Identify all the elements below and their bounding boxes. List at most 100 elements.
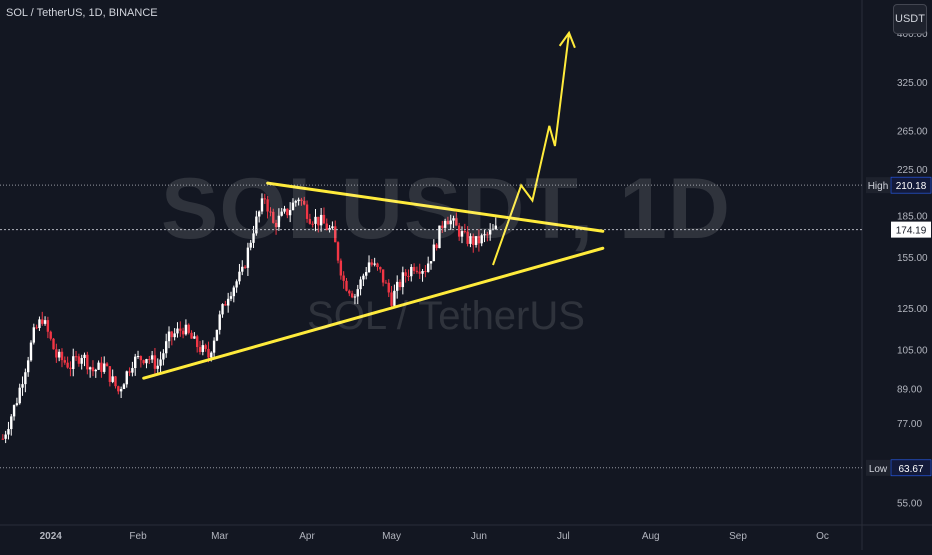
candle-body bbox=[429, 261, 433, 264]
candle bbox=[43, 316, 47, 326]
time-tick-label: Aug bbox=[642, 531, 660, 542]
candle-body bbox=[407, 275, 410, 277]
candle-body bbox=[331, 226, 334, 229]
price-badge-tag bbox=[866, 177, 890, 194]
price-tick-label: 185.00 bbox=[897, 211, 928, 222]
candle-body bbox=[460, 231, 464, 237]
candle-body bbox=[55, 349, 58, 358]
candle bbox=[311, 221, 314, 228]
candle bbox=[418, 263, 421, 279]
candle-body bbox=[381, 269, 385, 283]
candle-body bbox=[477, 236, 481, 244]
candle bbox=[387, 279, 390, 298]
candle-body bbox=[128, 371, 131, 373]
candle bbox=[153, 347, 157, 375]
candle-body bbox=[277, 215, 281, 228]
candle bbox=[69, 361, 72, 377]
candle-body bbox=[452, 218, 455, 221]
candle bbox=[159, 351, 162, 374]
candle-body bbox=[319, 214, 323, 226]
candle bbox=[94, 368, 97, 378]
candle bbox=[288, 202, 292, 223]
price-tick-label: 265.00 bbox=[897, 126, 928, 137]
candle-body bbox=[97, 362, 100, 370]
candle-body bbox=[150, 355, 154, 360]
candle bbox=[474, 236, 478, 248]
candle-body bbox=[455, 218, 458, 226]
price-badge-box bbox=[890, 459, 932, 477]
candle bbox=[41, 311, 44, 326]
candle-body bbox=[469, 236, 472, 244]
candle-body bbox=[215, 329, 219, 341]
candle-body bbox=[438, 225, 441, 249]
candle-body bbox=[119, 389, 123, 392]
candle bbox=[370, 258, 374, 267]
candle-body bbox=[398, 281, 402, 288]
candle-body bbox=[410, 266, 413, 277]
candle-body bbox=[142, 360, 145, 364]
symbol-title[interactable]: SOL / TetherUS, 1D, BINANCE bbox=[6, 7, 158, 19]
candle bbox=[148, 355, 151, 365]
candle bbox=[336, 241, 340, 264]
candle bbox=[469, 233, 472, 248]
candle-body bbox=[139, 356, 143, 361]
candle bbox=[362, 273, 365, 287]
candle bbox=[88, 366, 92, 378]
candle bbox=[10, 414, 13, 436]
candle bbox=[131, 361, 134, 377]
candle-body bbox=[7, 429, 10, 435]
candle bbox=[187, 323, 190, 335]
candle-body bbox=[69, 367, 72, 370]
candle bbox=[412, 263, 416, 275]
candle-body bbox=[390, 292, 393, 306]
candle-body bbox=[311, 223, 314, 225]
candle bbox=[319, 208, 323, 232]
candle-body bbox=[474, 236, 478, 245]
candle bbox=[108, 366, 112, 387]
candle bbox=[272, 208, 275, 224]
candle-body bbox=[303, 200, 306, 205]
candle bbox=[322, 207, 326, 224]
candle-body bbox=[280, 211, 283, 216]
candle-body bbox=[145, 359, 148, 364]
candle-body bbox=[249, 242, 252, 248]
candle-body bbox=[184, 324, 188, 335]
trendline-lower bbox=[142, 246, 605, 380]
candle-body bbox=[238, 271, 241, 282]
candle bbox=[195, 334, 199, 353]
candle bbox=[477, 229, 481, 252]
candle bbox=[455, 212, 458, 226]
candle-body bbox=[379, 267, 382, 270]
candle-body bbox=[252, 233, 255, 243]
candle-body bbox=[66, 362, 69, 368]
candle-body bbox=[483, 234, 486, 236]
candle-body bbox=[291, 202, 295, 211]
candle bbox=[297, 197, 300, 206]
candle bbox=[401, 266, 405, 295]
candle-body bbox=[466, 231, 469, 244]
candle bbox=[125, 370, 128, 388]
candle bbox=[452, 215, 455, 228]
candle bbox=[7, 421, 10, 440]
candle bbox=[52, 337, 55, 350]
candle bbox=[381, 269, 385, 287]
candle-body bbox=[159, 359, 162, 366]
candle bbox=[488, 223, 492, 241]
candle bbox=[277, 208, 281, 231]
price-tick-label: 89.00 bbox=[897, 385, 922, 396]
projection-arrow bbox=[492, 32, 571, 266]
candle-body bbox=[162, 353, 165, 360]
price-badge-label: Low bbox=[869, 464, 888, 475]
candle bbox=[260, 193, 264, 215]
candle bbox=[224, 300, 227, 306]
candle bbox=[66, 356, 69, 369]
currency-button[interactable]: USDT bbox=[893, 4, 927, 34]
candle-body bbox=[486, 234, 489, 236]
price-badge-tag bbox=[866, 459, 890, 476]
candle bbox=[255, 210, 258, 236]
candle bbox=[359, 276, 362, 296]
candle-body bbox=[288, 210, 292, 216]
candle-body bbox=[241, 266, 244, 272]
